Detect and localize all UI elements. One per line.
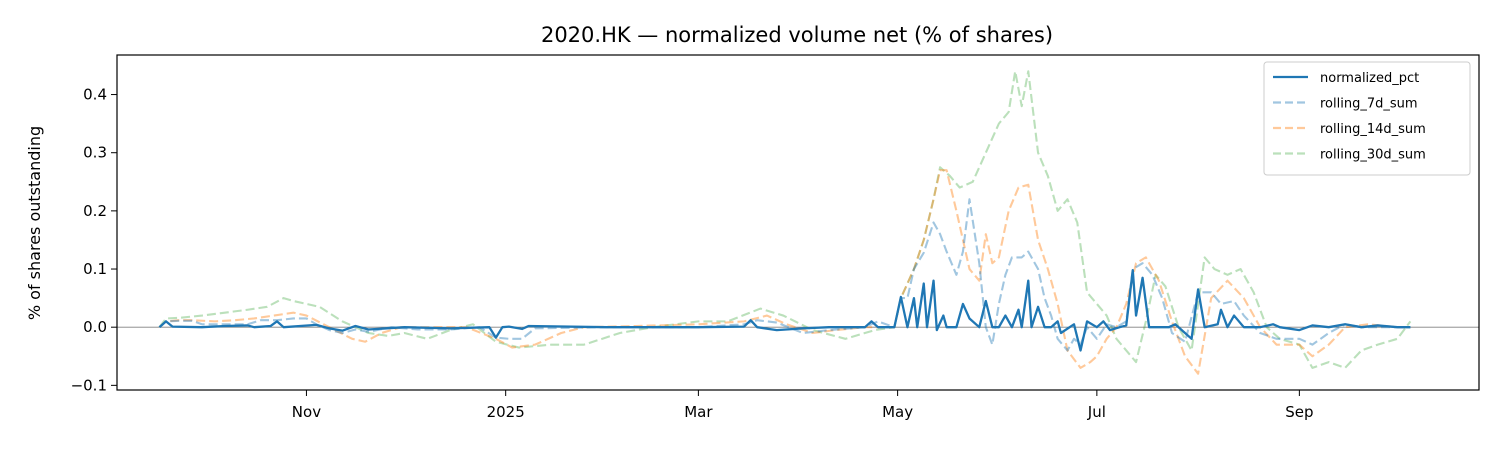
x-tick-label: 2025 xyxy=(487,403,525,421)
x-tick-label: May xyxy=(882,403,913,421)
legend-label-normalized_pct: normalized_pct xyxy=(1320,71,1419,86)
axes-frame xyxy=(116,54,1480,391)
legend-box xyxy=(1263,61,1471,176)
legend-label-rolling_7d_sum: rolling_7d_sum xyxy=(1320,97,1418,112)
y-tick-label: 0.4 xyxy=(83,86,107,104)
legend-label-rolling_14d_sum: rolling_14d_sum xyxy=(1320,122,1426,137)
series-line-normalized_pct xyxy=(158,269,1411,352)
y-tick-label: 0.2 xyxy=(83,202,107,220)
x-tick-label: Nov xyxy=(292,403,321,421)
chart-title: 2020.HK — normalized volume net (% of sh… xyxy=(541,23,1053,47)
y-tick-label: 0.3 xyxy=(83,144,107,162)
legend: normalized_pct rolling_7d_sum rolling_14d_… xyxy=(1263,61,1471,176)
y-axis-label: % of shares outstanding xyxy=(25,126,44,320)
series-line-rolling_30d_sum xyxy=(158,70,1412,369)
x-tick-label: Mar xyxy=(684,403,713,421)
series-line-rolling_7d_sum xyxy=(158,198,1411,352)
y-tick-label: −0.1 xyxy=(71,376,107,394)
series-group xyxy=(158,70,1412,375)
y-tick-label: 0.1 xyxy=(83,260,107,278)
x-tick-label: Sep xyxy=(1285,403,1313,421)
plot-area: Nov 2025 Mar May Jul Sep −0.1 0.0 0.1 0.2 0.3 0.4 xyxy=(71,54,1480,421)
x-tick-label: Jul xyxy=(1087,403,1106,421)
legend-label-rolling_30d_sum: rolling_30d_sum xyxy=(1320,148,1426,163)
y-tick-label: 0.0 xyxy=(83,318,107,336)
series-line-rolling_14d_sum xyxy=(158,169,1411,375)
